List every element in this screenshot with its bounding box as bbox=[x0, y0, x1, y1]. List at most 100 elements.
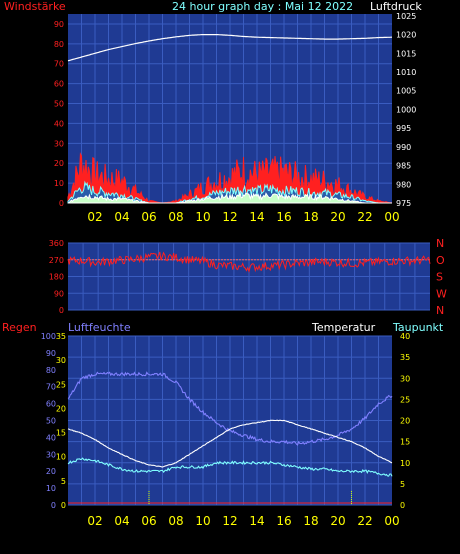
wind-x-tick-label: 18 bbox=[303, 210, 318, 224]
climate-x-tick-label: 20 bbox=[330, 514, 345, 528]
temperature-tick-label: 15 bbox=[400, 438, 410, 447]
temperature-tick-label: 30 bbox=[400, 374, 410, 383]
wind-x-tick-label: 06 bbox=[141, 210, 156, 224]
rain-tick-label: 30 bbox=[46, 450, 56, 459]
direction-tick-label: 0 bbox=[59, 306, 64, 315]
rain-tick-label: 100 bbox=[41, 332, 56, 341]
pressure-tick-label: 980 bbox=[396, 180, 411, 189]
climate-x-tick-label: 16 bbox=[276, 514, 291, 528]
chart-title: 24 hour graph day : Mai 12 2022 bbox=[172, 0, 354, 13]
direction-tick-label: 180 bbox=[49, 273, 64, 282]
wind-tick-label: 0 bbox=[59, 199, 64, 208]
wind-x-tick-label: 02 bbox=[87, 210, 102, 224]
climate-x-tick-label: 22 bbox=[357, 514, 372, 528]
climate-x-tick-label: 08 bbox=[168, 514, 183, 528]
wind-tick-label: 90 bbox=[54, 20, 64, 29]
pressure-axis-label: Luftdruck bbox=[370, 0, 422, 13]
direction-tick-label: 360 bbox=[49, 239, 64, 248]
humidity-tick-label: 35 bbox=[56, 332, 66, 341]
compass-label: O bbox=[436, 254, 445, 267]
humidity-tick-label: 20 bbox=[56, 404, 66, 413]
humidity-tick-label: 25 bbox=[56, 380, 66, 389]
title-row: Windstärke 24 hour graph day : Mai 12 20… bbox=[0, 0, 460, 14]
compass-label: N bbox=[436, 304, 444, 317]
rain-tick-label: 80 bbox=[46, 366, 56, 375]
pressure-tick-label: 1010 bbox=[396, 68, 416, 77]
wind-tick-label: 20 bbox=[54, 159, 64, 168]
wind-x-tick-label: 10 bbox=[195, 210, 210, 224]
wind-tick-label: 80 bbox=[54, 40, 64, 49]
humidity-tick-label: 10 bbox=[56, 453, 66, 462]
humidity-label: Luftfeuchte bbox=[68, 321, 131, 334]
rain-tick-label: 70 bbox=[46, 383, 56, 392]
wind-gust-series bbox=[67, 152, 393, 204]
dewpoint-series bbox=[67, 457, 393, 477]
pressure-series bbox=[67, 34, 392, 62]
temperature-tick-label: 40 bbox=[400, 332, 410, 341]
temperature-label: Temperatur bbox=[311, 321, 376, 334]
rain-tick-label: 90 bbox=[46, 349, 56, 358]
temperature-tick-label: 5 bbox=[400, 480, 405, 489]
direction-tick-label: 90 bbox=[54, 289, 64, 298]
rain-tick-label: 10 bbox=[46, 484, 56, 493]
pressure-tick-label: 1025 bbox=[396, 12, 416, 21]
humidity-tick-label: 5 bbox=[61, 477, 66, 486]
wind-tick-label: 40 bbox=[54, 119, 64, 128]
temperature-tick-label: 35 bbox=[400, 353, 410, 362]
temperature-series bbox=[67, 419, 393, 468]
direction-series bbox=[67, 251, 431, 273]
pressure-tick-label: 990 bbox=[396, 143, 411, 152]
climate-x-tick-label: 10 bbox=[195, 514, 210, 528]
dewpoint-label: Taupunkt bbox=[392, 321, 444, 334]
climate-x-tick-label: 18 bbox=[303, 514, 318, 528]
wind-tick-label: 30 bbox=[54, 139, 64, 148]
direction-tick-label: 270 bbox=[49, 256, 64, 265]
humidity-tick-label: 0 bbox=[61, 501, 66, 510]
humidity-series bbox=[67, 371, 393, 446]
pressure-tick-label: 1020 bbox=[396, 31, 416, 40]
wind-x-tick-label: 04 bbox=[114, 210, 129, 224]
rain-label: Regen bbox=[2, 321, 37, 334]
pressure-tick-label: 995 bbox=[396, 124, 411, 133]
pressure-tick-label: 1005 bbox=[396, 87, 416, 96]
wind-x-tick-label: 16 bbox=[276, 210, 291, 224]
climate-x-tick-label: 02 bbox=[87, 514, 102, 528]
climate-x-tick-label: 04 bbox=[114, 514, 129, 528]
compass-label: W bbox=[436, 287, 447, 300]
wind-axis-label: Windstärke bbox=[4, 0, 66, 13]
temperature-tick-label: 0 bbox=[400, 501, 405, 510]
climate-x-tick-label: 00 bbox=[384, 514, 399, 528]
compass-label: N bbox=[436, 237, 444, 250]
rain-tick-label: 0 bbox=[51, 501, 56, 510]
wind-tick-label: 50 bbox=[54, 100, 64, 109]
rain-tick-label: 40 bbox=[46, 433, 56, 442]
wind-x-tick-label: 14 bbox=[249, 210, 264, 224]
wind-x-tick-label: 22 bbox=[357, 210, 372, 224]
rain-tick-label: 50 bbox=[46, 417, 56, 426]
rain-tick-label: 60 bbox=[46, 400, 56, 409]
humidity-tick-label: 30 bbox=[56, 356, 66, 365]
temperature-tick-label: 20 bbox=[400, 417, 410, 426]
pressure-tick-label: 1000 bbox=[396, 105, 416, 114]
compass-label: S bbox=[436, 271, 443, 284]
wind-tick-label: 60 bbox=[54, 80, 64, 89]
pressure-tick-label: 1015 bbox=[396, 49, 416, 58]
wind-tick-label: 70 bbox=[54, 60, 64, 69]
humidity-tick-label: 15 bbox=[56, 429, 66, 438]
climate-x-tick-label: 12 bbox=[222, 514, 237, 528]
climate-x-tick-label: 06 bbox=[141, 514, 156, 528]
wind-x-tick-label: 00 bbox=[384, 210, 399, 224]
wind-x-tick-label: 20 bbox=[330, 210, 345, 224]
wind-minimum-series bbox=[67, 190, 392, 204]
wind-tick-label: 10 bbox=[54, 179, 64, 188]
climate-x-tick-label: 14 bbox=[249, 514, 264, 528]
pressure-tick-label: 985 bbox=[396, 162, 411, 171]
wind-x-tick-label: 12 bbox=[222, 210, 237, 224]
rain-tick-label: 20 bbox=[46, 467, 56, 476]
wind-x-tick-label: 08 bbox=[168, 210, 183, 224]
temperature-tick-label: 25 bbox=[400, 395, 410, 404]
pressure-tick-label: 975 bbox=[396, 199, 411, 208]
temperature-tick-label: 10 bbox=[400, 459, 410, 468]
